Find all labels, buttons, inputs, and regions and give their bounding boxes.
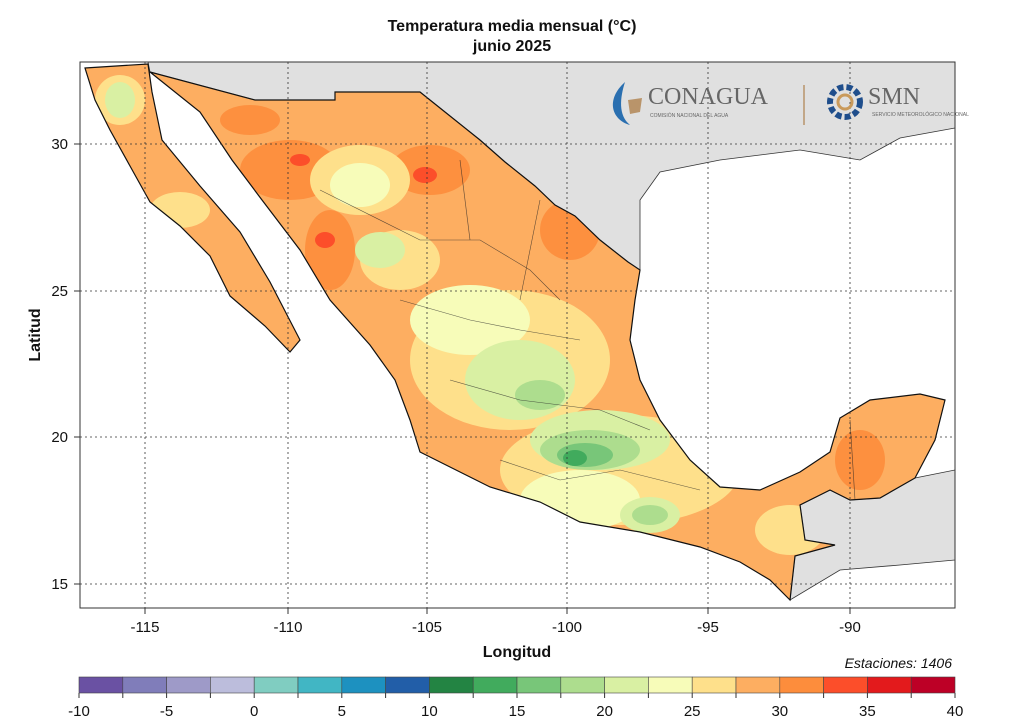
colorbar-bin — [867, 676, 912, 694]
colorbar-bin — [341, 676, 386, 694]
colorbar-tick-label: -10 — [68, 703, 90, 720]
svg-text:CONAGUA: CONAGUA — [648, 84, 769, 110]
colorbar: -10 -5 0 5 10 15 20 25 30 35 40 — [68, 676, 964, 720]
colorbar-tick-label: 20 — [596, 703, 613, 720]
colorbar-bin — [604, 676, 649, 694]
colorbar-tick-label: 25 — [684, 703, 701, 720]
colorbar-tick-label: 40 — [947, 703, 964, 720]
x-tick-labels: -115 -110 -105 -100 -95 -90 — [131, 608, 861, 636]
map-subtitle: junio 2025 — [472, 38, 552, 55]
colorbar-bin — [385, 676, 430, 694]
x-tick-label: -110 — [274, 619, 303, 636]
colorbar-bin — [429, 676, 474, 694]
colorbar-bin — [516, 676, 562, 694]
colorbar-bin — [560, 676, 605, 694]
colorbar-tick-label: 30 — [771, 703, 788, 720]
y-tick-labels: 30 25 20 15 — [51, 136, 80, 593]
svg-text:SERVICIO METEOROLÓGICO NACIONA: SERVICIO METEOROLÓGICO NACIONAL — [872, 111, 969, 118]
x-tick-label: -105 — [412, 619, 442, 636]
colorbar-tick-label: 0 — [250, 703, 258, 720]
colorbar-bin — [910, 676, 956, 694]
y-tick-label: 20 — [51, 429, 68, 446]
colorbar-bin — [253, 676, 299, 694]
x-tick-label: -90 — [839, 619, 861, 636]
colorbar-bin — [823, 676, 868, 694]
x-tick-label: -100 — [552, 619, 582, 636]
y-axis-label: Latitud — [27, 308, 44, 361]
svg-text:COMISIÓN NACIONAL DEL AGUA: COMISIÓN NACIONAL DEL AGUA — [650, 112, 729, 119]
state-borders — [319, 159, 856, 501]
colorbar-bin — [735, 676, 781, 694]
y-tick-label: 30 — [51, 136, 68, 153]
colorbar-tick-label: 35 — [859, 703, 876, 720]
colorbar-bin — [297, 676, 343, 694]
x-axis-label: Longitud — [483, 644, 551, 661]
colorbar-bin — [779, 676, 824, 694]
stations-count: Estaciones: 1406 — [844, 655, 952, 671]
smn-logo: SMN SERVICIO METEOROLÓGICO NACIONAL — [827, 84, 969, 120]
y-tick-label: 25 — [51, 283, 68, 300]
colorbar-bin — [122, 676, 167, 694]
colorbar-tick-label: 10 — [421, 703, 438, 720]
colorbar-bin — [691, 676, 737, 694]
colorbar-bin — [648, 676, 693, 694]
map-title: Temperatura media mensual (°C) — [387, 18, 637, 35]
colorbar-tick-label: 5 — [338, 703, 346, 720]
colorbar-bin — [78, 676, 124, 694]
svg-text:SMN: SMN — [868, 84, 920, 110]
colorbar-tick-label: 15 — [509, 703, 526, 720]
colorbar-tick-label: -5 — [160, 703, 173, 720]
x-tick-label: -95 — [697, 619, 719, 636]
y-tick-label: 15 — [51, 576, 68, 593]
colorbar-bin — [210, 676, 255, 694]
plot-frame — [79, 61, 956, 609]
colorbar-bin — [166, 676, 211, 694]
colorbar-bin — [472, 676, 518, 694]
x-tick-label: -115 — [131, 619, 160, 636]
grid-lines — [80, 62, 955, 608]
conagua-logo: CONAGUA COMISIÓN NACIONAL DEL AGUA — [612, 82, 805, 125]
